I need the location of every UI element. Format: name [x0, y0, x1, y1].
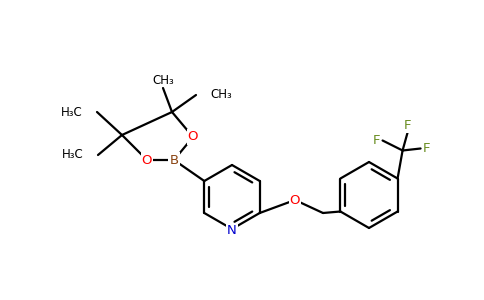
- Text: H₃C: H₃C: [62, 148, 84, 161]
- Text: CH₃: CH₃: [152, 74, 174, 86]
- Text: O: O: [290, 194, 300, 206]
- Text: O: O: [188, 130, 198, 143]
- Text: H₃C: H₃C: [61, 106, 83, 118]
- Text: CH₃: CH₃: [210, 88, 232, 101]
- Text: O: O: [142, 154, 152, 166]
- Text: F: F: [373, 134, 380, 147]
- Text: N: N: [227, 224, 237, 238]
- Text: B: B: [169, 154, 179, 166]
- Text: F: F: [423, 142, 430, 155]
- Text: F: F: [404, 119, 411, 132]
